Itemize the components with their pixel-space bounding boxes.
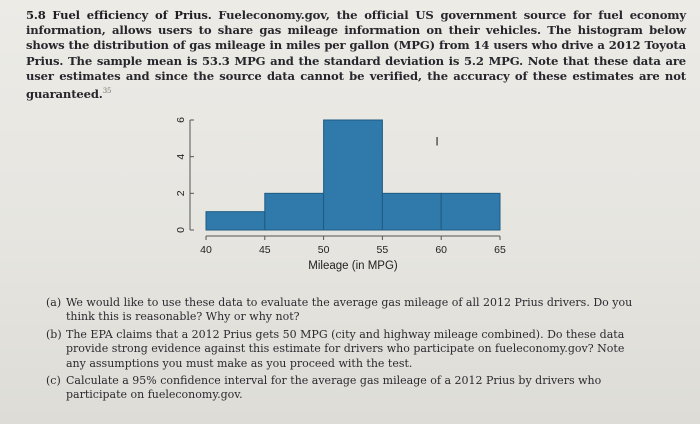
x-tick-label: 60 [435,244,447,256]
y-tick-label: 0 [175,227,187,233]
mpg-histogram: 0 2 4 6 40 45 50 55 60 65 I Mileage (in MPG) [175,117,506,272]
x-tick-label: 40 [200,244,212,256]
question-label: (c) [46,374,61,388]
x-tick-label: 55 [377,244,389,256]
x-tick-label: 50 [318,244,330,256]
problem-number: 5.8 [26,8,46,22]
histogram-bar [205,211,266,231]
question-list: (a) We would like to use these data to e… [46,296,646,406]
footnote-marker: 35 [102,87,112,96]
question-c: (c) Calculate a 95% confidence interval … [46,374,646,403]
question-label: (a) [46,296,62,309]
histogram-bar [323,119,383,231]
x-axis-label: Mileage (in MPG) [308,260,398,272]
chart-annotation: I [435,135,438,149]
y-tick-label: 4 [175,154,187,160]
problem-text: Fueleconomy.gov, the official US governm… [26,8,686,101]
histogram-bars [205,119,501,231]
y-tick-label: 6 [175,117,187,123]
problem-title: Fuel efficiency of Prius. [52,8,212,22]
question-text: We would like to use these data to evalu… [66,296,633,324]
problem-statement: 5.8 Fuel efficiency of Prius. Fueleconom… [26,8,686,102]
question-label: (b) [46,327,62,341]
x-tick-label: 65 [494,244,506,256]
x-axis: 40 45 50 55 60 65 [200,235,506,256]
histogram-bar [381,192,442,231]
question-text: The EPA claims that a 2012 Prius gets 50… [66,327,625,370]
question-b: (b) The EPA claims that a 2012 Prius get… [46,328,646,371]
question-a: (a) We would like to use these data to e… [46,296,646,325]
question-text: Calculate a 95% confidence interval for … [66,374,602,402]
x-tick-label: 45 [259,244,271,256]
histogram-bar [440,192,501,231]
y-axis: 0 2 4 6 [175,117,194,233]
y-tick-label: 2 [175,190,187,196]
histogram-bar [264,192,325,231]
